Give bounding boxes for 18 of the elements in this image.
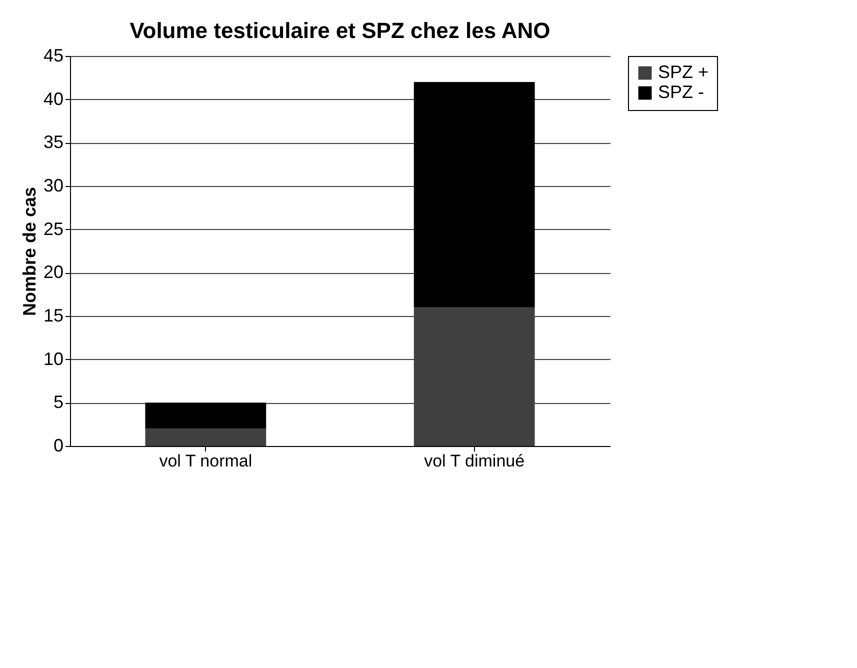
bar <box>414 307 535 446</box>
y-tick-label: 45 <box>43 46 64 66</box>
y-tick-label: 15 <box>43 306 64 326</box>
chart-title: Volume testiculaire et SPZ chez les ANO <box>130 18 550 43</box>
y-tick-label: 35 <box>43 132 64 152</box>
y-tick-label: 20 <box>43 262 64 282</box>
y-tick-label: 5 <box>53 392 64 412</box>
legend-label: SPZ - <box>658 82 704 102</box>
x-tick-label: vol T diminué <box>424 452 525 470</box>
y-tick-label: 0 <box>53 436 64 456</box>
legend-label: SPZ + <box>658 62 709 82</box>
y-tick-label: 30 <box>43 176 64 196</box>
y-axis-title: Nombre de cas <box>19 186 40 316</box>
y-tick-label: 10 <box>43 348 64 369</box>
y-tick-label: 25 <box>43 218 64 239</box>
x-tick-label: vol T normal <box>159 452 252 470</box>
bar <box>145 428 266 446</box>
y-tick-label: 40 <box>43 88 64 109</box>
